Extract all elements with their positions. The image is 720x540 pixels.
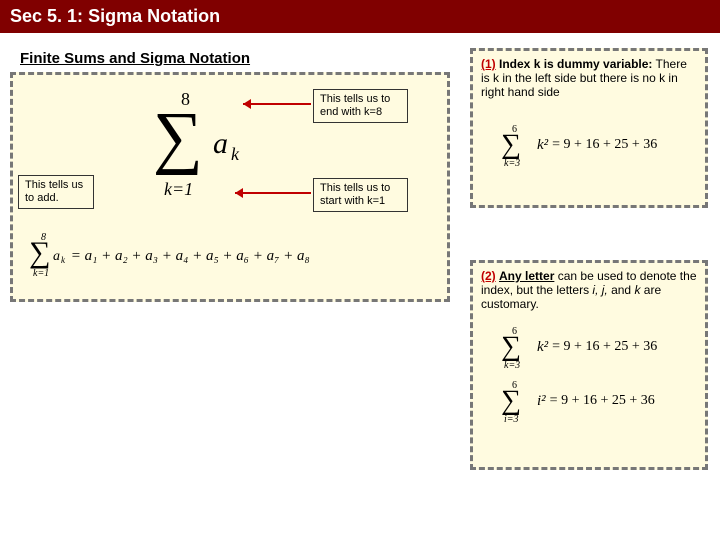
right1-formula: 6 ∑ k=3 k² = 9 + 16 + 25 + 36: [499, 123, 697, 167]
svg-text:k=3: k=3: [504, 158, 520, 167]
arrow-start: [235, 192, 311, 194]
sigma-body-sub: k: [231, 144, 240, 164]
expansion-rhs: = a₁ + a₂ + a₃ + a₄ + a₅ + a₆ + a₇ + a₈: [71, 248, 310, 264]
right-box-2: (2) Any letter can be used to denote the…: [470, 260, 708, 470]
right2-formula-2: 6 ∑ i=3 i² = 9 + 16 + 25 + 36: [499, 379, 697, 423]
callout-start: This tells us to start with k=1: [313, 178, 408, 212]
svg-text:∑: ∑: [501, 129, 521, 160]
subtitle: Finite Sums and Sigma Notation: [20, 50, 250, 67]
arrow-end: [243, 103, 311, 105]
sigma-symbol: ∑: [153, 99, 203, 176]
right1-text: (1) Index k is dummy variable: There is …: [481, 57, 697, 99]
header-sec: Sec 5. 1:: [10, 6, 83, 26]
callout-end: This tells us to end with k=8: [313, 89, 408, 123]
right-box-1: (1) Index k is dummy variable: There is …: [470, 48, 708, 208]
slide-header: Sec 5. 1: Sigma Notation: [0, 0, 720, 33]
main-sigma: 8 ∑ k=1 a k: [148, 90, 258, 190]
callout-add: This tells us to add.: [18, 175, 94, 209]
sigma-body: a: [213, 127, 228, 160]
header-title: Sigma Notation: [88, 6, 220, 26]
svg-text:∑: ∑: [501, 385, 521, 416]
svg-text:a: a: [53, 249, 60, 264]
svg-text:k=3: k=3: [504, 360, 520, 369]
svg-text:k=1: k=1: [33, 268, 49, 278]
svg-text:i=3: i=3: [504, 414, 519, 423]
svg-text:k: k: [61, 255, 66, 265]
expansion-formula: 8 ∑ k=1 a k = a₁ + a₂ + a₃ + a₄ + a₅ + a…: [27, 230, 310, 283]
sigma-lower: k=1: [164, 179, 193, 199]
right2-formula-1: 6 ∑ k=3 k² = 9 + 16 + 25 + 36: [499, 325, 697, 369]
right2-text: (2) Any letter can be used to denote the…: [481, 269, 697, 311]
svg-text:∑: ∑: [29, 236, 50, 269]
left-panel: 8 ∑ k=1 a k This tells us to add. This t…: [10, 72, 450, 302]
svg-text:∑: ∑: [501, 331, 521, 362]
